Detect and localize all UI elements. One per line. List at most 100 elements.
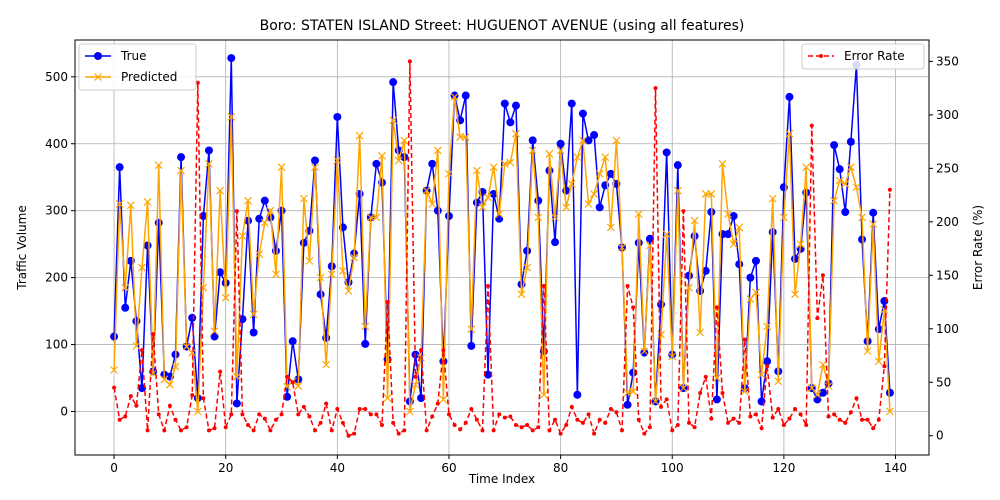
data-point	[294, 382, 303, 390]
data-point	[707, 190, 716, 198]
data-point	[523, 263, 532, 272]
data-point	[195, 80, 200, 85]
data-point	[123, 414, 128, 419]
plot-frame	[74, 39, 930, 456]
data-point	[837, 417, 842, 422]
data-point	[307, 414, 312, 419]
data-point	[536, 425, 541, 430]
data-point	[352, 431, 357, 436]
data-point	[288, 337, 297, 346]
data-point	[793, 407, 798, 412]
data-point	[311, 163, 319, 172]
data-point	[545, 149, 554, 158]
data-point	[495, 214, 504, 223]
data-point	[333, 156, 342, 165]
x-tick-label: 60	[441, 461, 456, 475]
data-point	[820, 273, 825, 278]
data-point	[686, 420, 691, 425]
data-point	[439, 357, 448, 366]
data-point	[128, 394, 133, 399]
y-tick-label: 400	[45, 137, 68, 151]
data-point	[886, 407, 894, 416]
legend-right: Error Rate	[801, 43, 925, 70]
data-point	[848, 410, 853, 415]
data-point	[350, 253, 359, 262]
data-point	[567, 179, 576, 188]
data-point	[469, 407, 474, 412]
data-point	[508, 414, 513, 419]
data-point	[154, 161, 163, 170]
data-point	[223, 425, 228, 430]
data-point	[433, 146, 442, 155]
data-point	[731, 416, 736, 421]
legend-right-box	[801, 43, 925, 70]
data-point	[528, 146, 537, 155]
data-point	[813, 390, 822, 399]
data-point	[579, 136, 587, 145]
data-point	[785, 92, 794, 101]
data-point	[824, 382, 833, 390]
data-point	[592, 431, 597, 436]
y2-tick-label: 300	[936, 108, 959, 122]
data-point	[584, 136, 593, 145]
data-point	[618, 243, 626, 252]
data-point	[590, 190, 599, 198]
data-point	[763, 322, 772, 331]
data-point	[556, 146, 565, 155]
data-point	[143, 198, 152, 206]
data-point	[826, 414, 831, 419]
data-point	[273, 417, 278, 422]
data-point	[396, 431, 401, 436]
legend-swatch-marker	[94, 73, 102, 81]
data-point	[173, 417, 178, 422]
data-point	[165, 380, 174, 389]
y2-tick-label: 100	[936, 322, 959, 336]
data-point	[210, 327, 219, 336]
data-point	[305, 256, 314, 265]
data-point	[513, 423, 518, 428]
data-point	[244, 196, 252, 205]
data-point	[835, 176, 844, 185]
data-point	[257, 412, 262, 417]
data-point	[419, 348, 424, 353]
data-point	[199, 212, 208, 221]
data-point	[720, 390, 725, 395]
data-point	[121, 303, 130, 312]
data-point	[653, 86, 658, 91]
data-point	[430, 414, 435, 419]
data-point	[746, 273, 755, 282]
data-point	[285, 374, 290, 379]
data-point	[177, 153, 186, 162]
data-point	[673, 186, 682, 195]
data-point	[882, 364, 887, 369]
data-point	[467, 325, 476, 334]
data-point	[620, 428, 625, 433]
data-point	[335, 407, 340, 412]
series-predicted	[110, 92, 894, 416]
legend-swatch-marker	[94, 52, 102, 60]
data-point	[299, 238, 308, 247]
data-point	[776, 407, 781, 412]
data-point	[486, 284, 491, 289]
data-point	[472, 198, 481, 207]
data-point	[634, 238, 643, 247]
data-point	[885, 388, 894, 397]
data-point	[843, 420, 848, 425]
data-point	[162, 428, 167, 433]
data-point	[869, 208, 878, 217]
data-point	[869, 220, 878, 228]
data-point	[495, 210, 504, 218]
data-point	[249, 328, 258, 337]
data-point	[472, 166, 481, 175]
data-point	[746, 295, 755, 303]
data-point	[179, 428, 184, 433]
y-tick-label: 300	[45, 204, 68, 218]
data-point	[595, 203, 604, 212]
data-point	[684, 271, 693, 280]
data-point	[751, 256, 760, 265]
data-point	[378, 151, 386, 160]
data-point	[804, 423, 809, 428]
data-point	[819, 360, 827, 369]
data-point	[234, 209, 239, 214]
data-point	[383, 394, 392, 403]
